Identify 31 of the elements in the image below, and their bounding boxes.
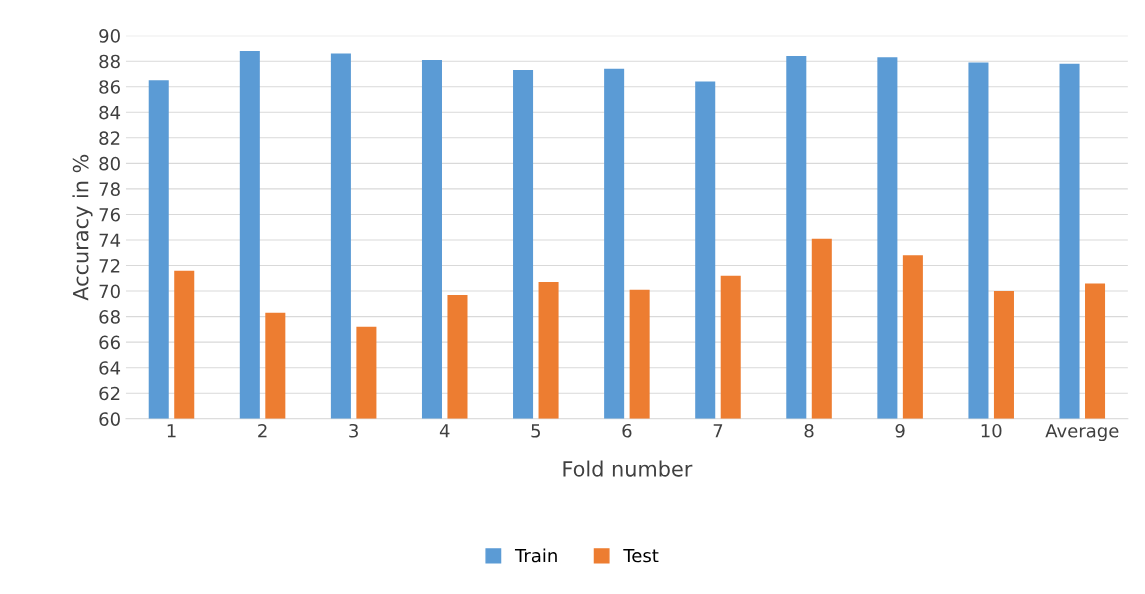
- y-tick-label: 62: [99, 386, 120, 401]
- y-tick-label: 70: [99, 284, 120, 299]
- legend-label: Train: [514, 548, 557, 563]
- y-tick-label: 74: [99, 233, 121, 247]
- legend-label: Test: [623, 548, 659, 563]
- x-tick-label: 2: [258, 423, 267, 438]
- y-tick-label: 60: [99, 412, 120, 426]
- y-tick-label: 82: [99, 131, 120, 145]
- x-axis-title: Fold number: [563, 460, 693, 477]
- y-tick-label: 66: [99, 335, 120, 350]
- y-tick-label: 78: [99, 182, 120, 197]
- x-tick-label: 8: [804, 423, 814, 438]
- x-tick-label: 9: [895, 423, 905, 438]
- x-tick-label: 10: [981, 423, 1002, 438]
- y-tick-label: 84: [99, 105, 121, 120]
- x-tick-label: 7: [713, 424, 723, 438]
- y-tick-label: 68: [99, 310, 120, 324]
- x-tick-label: 4: [439, 424, 450, 438]
- y-tick-label: 64: [99, 361, 121, 375]
- x-tick-label: 6: [622, 423, 632, 438]
- y-tick-label: 90: [99, 29, 120, 43]
- x-tick-label: 3: [349, 423, 358, 438]
- x-tick-label: Average: [1045, 424, 1119, 442]
- y-tick-label: 86: [99, 80, 120, 94]
- y-axis-title: Accuracy in %: [72, 154, 93, 301]
- y-tick-label: 88: [99, 54, 120, 69]
- y-tick-label: 76: [99, 207, 120, 222]
- x-tick-label: 1: [167, 424, 176, 438]
- y-tick-label: 72: [99, 258, 120, 273]
- x-tick-label: 5: [531, 424, 540, 438]
- y-tick-label: 80: [99, 156, 120, 171]
